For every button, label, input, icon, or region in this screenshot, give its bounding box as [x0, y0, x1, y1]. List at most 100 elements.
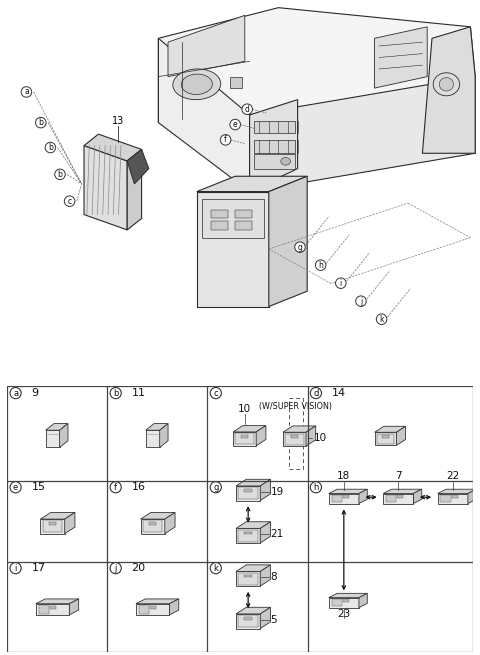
Bar	[50, 606, 56, 608]
Bar	[244, 575, 252, 578]
Polygon shape	[422, 27, 475, 153]
Text: 23: 23	[337, 608, 350, 618]
Polygon shape	[36, 604, 69, 615]
Polygon shape	[236, 486, 260, 500]
Polygon shape	[165, 512, 175, 534]
Text: i: i	[340, 278, 342, 288]
Polygon shape	[250, 100, 298, 191]
Text: e: e	[233, 120, 238, 129]
Polygon shape	[468, 489, 476, 504]
Polygon shape	[46, 430, 60, 447]
Polygon shape	[239, 530, 258, 542]
Text: f: f	[224, 136, 227, 144]
Polygon shape	[60, 424, 68, 447]
Text: 10: 10	[238, 403, 251, 414]
Text: a: a	[13, 388, 18, 398]
Polygon shape	[136, 599, 179, 604]
Polygon shape	[383, 489, 422, 493]
Polygon shape	[146, 424, 168, 430]
Text: c: c	[68, 196, 72, 206]
Polygon shape	[168, 15, 245, 77]
Text: 14: 14	[332, 388, 346, 398]
FancyBboxPatch shape	[202, 199, 264, 238]
Polygon shape	[239, 487, 258, 499]
Polygon shape	[69, 599, 79, 615]
Polygon shape	[169, 599, 179, 615]
Polygon shape	[260, 565, 271, 586]
Text: j: j	[360, 297, 362, 306]
Bar	[332, 495, 342, 502]
Bar	[244, 617, 252, 620]
Bar	[343, 495, 349, 498]
Bar	[38, 605, 49, 614]
Polygon shape	[141, 519, 165, 534]
Polygon shape	[127, 149, 142, 230]
Text: 10: 10	[314, 433, 327, 443]
Polygon shape	[329, 493, 359, 504]
Polygon shape	[306, 426, 316, 446]
Text: d: d	[313, 388, 319, 398]
Polygon shape	[359, 489, 367, 504]
Polygon shape	[413, 489, 422, 504]
Text: b: b	[113, 388, 119, 398]
Text: 5: 5	[271, 615, 277, 625]
Text: g: g	[298, 242, 302, 252]
Polygon shape	[143, 521, 162, 533]
FancyBboxPatch shape	[254, 121, 295, 134]
Polygon shape	[236, 433, 254, 445]
Polygon shape	[283, 432, 306, 446]
Polygon shape	[236, 614, 260, 629]
Text: 9: 9	[31, 388, 38, 398]
Polygon shape	[236, 565, 271, 571]
Bar	[244, 532, 252, 534]
Polygon shape	[136, 604, 169, 615]
FancyBboxPatch shape	[230, 77, 242, 88]
Bar	[150, 606, 156, 608]
Polygon shape	[236, 607, 271, 614]
Polygon shape	[36, 599, 79, 604]
Text: h: h	[313, 483, 319, 492]
Polygon shape	[260, 479, 271, 500]
Polygon shape	[438, 493, 468, 504]
Bar	[441, 495, 451, 502]
Polygon shape	[239, 615, 258, 627]
Polygon shape	[374, 27, 427, 88]
Text: 11: 11	[132, 388, 145, 398]
Text: h: h	[318, 261, 323, 270]
Text: (W/SUPER VISION): (W/SUPER VISION)	[259, 402, 332, 411]
Text: 19: 19	[271, 487, 284, 497]
Text: a: a	[24, 88, 29, 96]
Text: j: j	[115, 564, 117, 572]
Polygon shape	[374, 426, 406, 432]
Polygon shape	[236, 479, 271, 486]
Polygon shape	[160, 424, 168, 447]
Bar	[382, 435, 389, 438]
Polygon shape	[158, 8, 475, 122]
Text: 16: 16	[132, 482, 145, 493]
Bar	[149, 523, 156, 525]
Text: 18: 18	[337, 472, 350, 481]
Bar	[332, 599, 342, 607]
Bar	[241, 435, 248, 438]
Text: b: b	[38, 118, 43, 127]
Ellipse shape	[439, 77, 454, 91]
Polygon shape	[260, 522, 271, 543]
Polygon shape	[236, 571, 260, 586]
Text: 20: 20	[132, 563, 145, 573]
Polygon shape	[260, 607, 271, 629]
Text: g: g	[213, 483, 218, 492]
Bar	[49, 523, 56, 525]
FancyBboxPatch shape	[254, 154, 295, 168]
Polygon shape	[146, 430, 160, 447]
Text: b: b	[48, 143, 53, 152]
Text: k: k	[213, 564, 218, 572]
Text: c: c	[214, 388, 218, 398]
Polygon shape	[359, 593, 367, 608]
Polygon shape	[377, 434, 394, 444]
Polygon shape	[256, 426, 266, 446]
Polygon shape	[374, 432, 396, 445]
Polygon shape	[84, 134, 142, 161]
Polygon shape	[250, 77, 475, 191]
Polygon shape	[233, 426, 266, 432]
Polygon shape	[329, 489, 367, 493]
